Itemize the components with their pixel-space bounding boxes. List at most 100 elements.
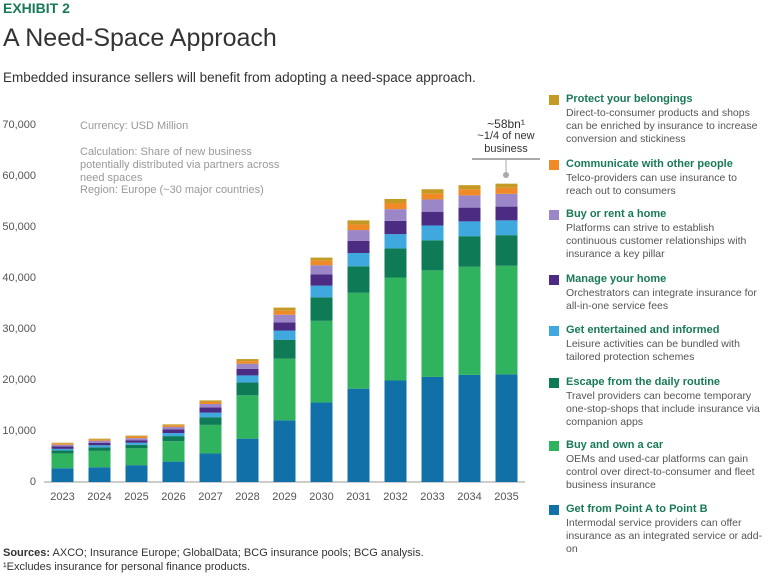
title: A Need-Space Approach bbox=[3, 24, 277, 52]
sources: Sources: AXCO; Insurance Europe; GlobalD… bbox=[3, 547, 424, 559]
bar-segment bbox=[125, 465, 148, 482]
bar-segment bbox=[421, 211, 444, 226]
y-tick-label: 10,000 bbox=[2, 425, 36, 437]
bar-segment bbox=[384, 220, 407, 235]
bar-segment bbox=[199, 453, 222, 482]
y-tick-label: 20,000 bbox=[2, 374, 36, 386]
legend-name: Escape from the daily routine bbox=[566, 376, 721, 388]
bar-segment bbox=[347, 292, 370, 389]
x-tick-label: 2024 bbox=[87, 491, 111, 503]
x-tick-label: 2034 bbox=[457, 491, 481, 503]
bar-segment bbox=[495, 374, 518, 482]
bar-segment bbox=[199, 400, 222, 402]
bar-segment bbox=[51, 448, 74, 451]
bar-segment bbox=[273, 339, 296, 359]
bar-segment bbox=[236, 359, 259, 362]
x-tick-label: 2025 bbox=[124, 491, 148, 503]
bar-segment bbox=[273, 330, 296, 340]
bar-segment bbox=[236, 438, 259, 482]
bar-segment bbox=[384, 203, 407, 210]
bar-segment bbox=[310, 257, 333, 261]
bar-segment bbox=[162, 441, 185, 462]
bar-segment bbox=[125, 442, 148, 445]
x-tick-label: 2030 bbox=[309, 491, 333, 503]
bar-segment bbox=[458, 221, 481, 237]
legend-description: Intermodal service providers can offer i… bbox=[566, 517, 763, 555]
bar-segment bbox=[51, 443, 74, 445]
bar-segment bbox=[495, 193, 518, 207]
bar-segment bbox=[347, 266, 370, 293]
bar-segment bbox=[384, 209, 407, 221]
bar-segment bbox=[51, 453, 74, 469]
bar-segment bbox=[458, 185, 481, 190]
legend-name: Get from Point A to Point B bbox=[566, 503, 708, 515]
bar-segment bbox=[88, 450, 111, 468]
bar-segment bbox=[162, 433, 185, 437]
bar-segment bbox=[310, 274, 333, 286]
bar-segment bbox=[310, 320, 333, 403]
x-tick-label: 2035 bbox=[494, 491, 518, 503]
annotation-text: ~1/4 of new business bbox=[477, 130, 535, 155]
y-tick-label: 40,000 bbox=[2, 272, 36, 284]
bar-segment bbox=[421, 240, 444, 271]
legend-swatch bbox=[549, 441, 559, 451]
bar-segment bbox=[273, 420, 296, 482]
legend-swatch bbox=[549, 326, 559, 336]
legend-swatch bbox=[549, 275, 559, 285]
bar-segment bbox=[51, 444, 74, 447]
bar-segment bbox=[310, 265, 333, 275]
bar-segment bbox=[88, 438, 111, 440]
bar-segment bbox=[384, 248, 407, 278]
x-tick-label: 2033 bbox=[420, 491, 444, 503]
bar-segment bbox=[88, 439, 111, 441]
x-tick-label: 2023 bbox=[50, 491, 74, 503]
bar-segment bbox=[236, 361, 259, 364]
bar-segment bbox=[495, 220, 518, 236]
chart: 0 10,000 20,000 30,000 40,000 50,000 60,000 70,… bbox=[2, 119, 540, 503]
bar-segment bbox=[273, 358, 296, 421]
bar-segment bbox=[162, 426, 185, 430]
bar-segment bbox=[236, 395, 259, 439]
bar-segment bbox=[421, 270, 444, 377]
bar-segment bbox=[236, 382, 259, 396]
bar-segment bbox=[199, 424, 222, 454]
bar-segment bbox=[421, 199, 444, 212]
bar-segment bbox=[199, 417, 222, 425]
bar-segment bbox=[236, 375, 259, 383]
legend-swatch bbox=[549, 95, 559, 105]
bar-segment bbox=[458, 266, 481, 375]
legend-name: Get entertained and informed bbox=[566, 324, 720, 336]
bar-segment bbox=[421, 189, 444, 194]
x-tick-label: 2032 bbox=[383, 491, 407, 503]
bar-segment bbox=[310, 285, 333, 298]
y-tick-label: 60,000 bbox=[2, 170, 36, 182]
bar-segment bbox=[421, 225, 444, 241]
bar-segment bbox=[88, 442, 111, 446]
footnote: ¹Excludes insurance for personal finance… bbox=[3, 561, 251, 573]
bar-segment bbox=[162, 429, 185, 434]
legend-description: Direct-to-consumer products and shops ca… bbox=[566, 107, 758, 145]
x-tick-label: 2027 bbox=[198, 491, 222, 503]
bar-segment bbox=[199, 407, 222, 413]
bar-segment bbox=[347, 240, 370, 254]
x-tick-label: 2031 bbox=[346, 491, 370, 503]
x-tick-label: 2028 bbox=[235, 491, 259, 503]
bar-segment bbox=[51, 446, 74, 449]
bar-segment bbox=[125, 440, 148, 443]
x-tick-label: 2029 bbox=[272, 491, 296, 503]
bar-segment bbox=[347, 224, 370, 231]
bar-segment bbox=[384, 380, 407, 482]
legend-swatch bbox=[549, 378, 559, 388]
bar-segment bbox=[458, 189, 481, 196]
legend-description: Telco-providers can use insurance to rea… bbox=[566, 172, 738, 197]
legend-name: Buy and own a car bbox=[566, 439, 664, 451]
bar-segment bbox=[199, 403, 222, 408]
bar-segment bbox=[495, 187, 518, 194]
bar-segment bbox=[273, 322, 296, 331]
bar-segment bbox=[125, 438, 148, 441]
bar-segment bbox=[347, 230, 370, 241]
bar-segment bbox=[162, 424, 185, 426]
bar-segment bbox=[384, 198, 407, 204]
bar-segment bbox=[162, 425, 185, 427]
